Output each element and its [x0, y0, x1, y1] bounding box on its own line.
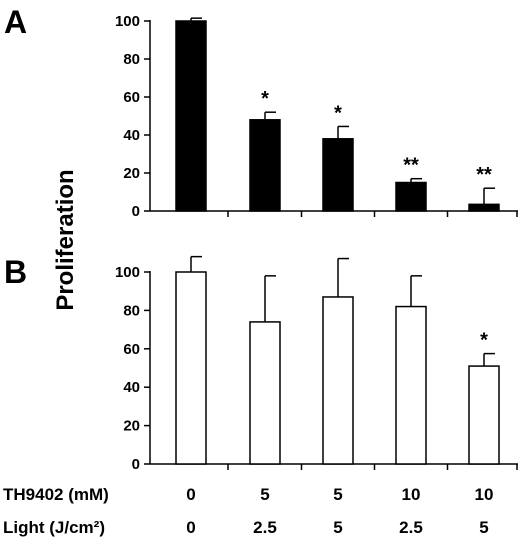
condition-value: 0: [186, 485, 195, 504]
significance-marker: *: [480, 330, 488, 352]
condition-value: 5: [260, 485, 269, 504]
condition-label: Light (J/cm²): [3, 518, 105, 537]
panel-letter: A: [4, 4, 27, 40]
y-tick-label: 0: [132, 456, 140, 473]
condition-value: 10: [475, 485, 494, 504]
y-tick-label: 60: [123, 341, 140, 358]
bar: [249, 321, 281, 465]
y-tick-label: 20: [123, 165, 140, 182]
condition-value: 5: [479, 518, 488, 537]
y-tick-label: 60: [123, 89, 140, 106]
bar: [322, 138, 354, 212]
y-tick-label: 100: [115, 13, 140, 30]
y-tick-label: 0: [132, 203, 140, 220]
significance-marker: *: [334, 102, 342, 124]
condition-table: TH9402 (mM) 0 5 5 10 10 Light (J/cm²) 0 2.5 5 2.5 5: [3, 485, 493, 537]
y-tick-label: 20: [123, 418, 140, 435]
condition-value: 5: [333, 485, 342, 504]
bar: [175, 271, 207, 465]
bar: [175, 20, 207, 212]
y-tick-label: 100: [115, 264, 140, 281]
condition-row: TH9402 (mM) 0 5 5 10 10: [3, 485, 493, 504]
bar: [468, 203, 500, 212]
significance-marker: **: [403, 155, 419, 177]
significance-marker: **: [476, 164, 492, 186]
bar: [468, 365, 500, 465]
significance-marker: *: [261, 88, 269, 110]
condition-value: 5: [333, 518, 342, 537]
condition-value: 0: [186, 518, 195, 537]
y-tick-label: 80: [123, 51, 140, 68]
bar: [249, 119, 281, 212]
panel-letter: B: [4, 254, 27, 290]
condition-row: Light (J/cm²) 0 2.5 5 2.5 5: [3, 518, 489, 537]
bar: [395, 181, 427, 212]
y-tick-label: 80: [123, 302, 140, 319]
condition-value: 2.5: [253, 518, 277, 537]
condition-value: 10: [402, 485, 421, 504]
panel-b: B 0 20 40 60 80 100 *: [4, 254, 518, 473]
y-tick-label: 40: [123, 127, 140, 144]
y-tick-label: 40: [123, 379, 140, 396]
bar: [395, 305, 427, 465]
bar: [322, 296, 354, 465]
condition-value: 2.5: [399, 518, 423, 537]
condition-label: TH9402 (mM): [3, 485, 109, 504]
y-axis-label: Proliferation: [52, 169, 79, 310]
